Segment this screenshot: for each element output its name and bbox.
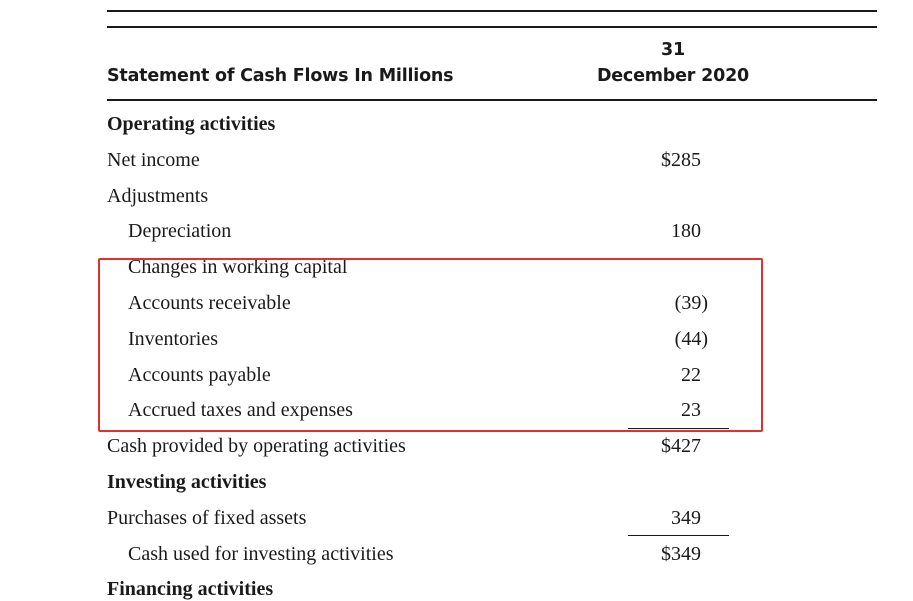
row-value-accounts-receivable: (39): [674, 292, 708, 314]
row-value-accrued-taxes: 23: [681, 399, 701, 421]
row-label-accrued-taxes: Accrued taxes and expenses: [128, 399, 353, 421]
row-value-cash-operating: $427: [661, 435, 701, 457]
top-rule-2: [107, 26, 877, 28]
row-label-changes-working-capital: Changes in working capital: [128, 256, 348, 278]
row-label-purchases-fixed-assets: Purchases of fixed assets: [107, 507, 307, 529]
header-bottom-rule: [107, 99, 877, 101]
row-label-net-income: Net income: [107, 149, 200, 171]
row-label-depreciation: Depreciation: [128, 220, 232, 242]
row-value-cash-investing: $349: [661, 543, 701, 565]
row-label-accounts-payable: Accounts payable: [128, 364, 271, 386]
subtotal-rule-operating: [628, 428, 729, 429]
column-header-day: 31: [661, 40, 685, 60]
statement-title: Statement of Cash Flows In Millions: [107, 66, 454, 86]
subtotal-rule-investing: [628, 535, 729, 536]
section-heading-financing: Financing activities: [107, 578, 274, 600]
row-label-adjustments: Adjustments: [107, 185, 209, 207]
section-heading-investing: Investing activities: [107, 471, 267, 493]
row-label-inventories: Inventories: [128, 328, 218, 350]
row-value-inventories: (44): [674, 328, 708, 350]
column-header-date: December 2020: [596, 66, 750, 86]
row-label-cash-investing: Cash used for investing activities: [128, 543, 394, 565]
row-value-accounts-payable: 22: [681, 364, 701, 386]
row-value-net-income: $285: [661, 149, 701, 171]
row-value-depreciation: 180: [671, 220, 701, 242]
top-rule-1: [107, 10, 877, 12]
section-heading-operating: Operating activities: [107, 113, 276, 135]
row-value-purchases-fixed-assets: 349: [671, 507, 701, 529]
row-label-accounts-receivable: Accounts receivable: [128, 292, 291, 314]
highlight-box: [98, 258, 763, 432]
row-label-cash-operating: Cash provided by operating activities: [107, 435, 406, 457]
